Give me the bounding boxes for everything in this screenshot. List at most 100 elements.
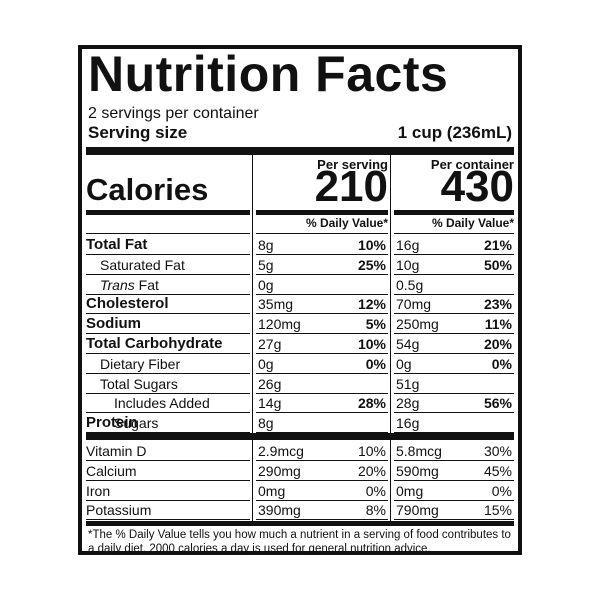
nutrient-name: Total Sugars [86,374,250,394]
daily-value: 15% [483,502,512,519]
amount-cell: 8g 10% [256,235,388,255]
nutrient-label: Total Carbohydrate [86,335,223,352]
column-header: Per serving [317,157,388,172]
amount-cell: 0mg 0% [394,481,514,501]
thick-rule [86,210,250,215]
thick-rule [86,521,514,527]
amount: 0mg [396,482,424,499]
daily-value: 30% [483,443,512,459]
nutrient-name: Trans Fat [86,275,250,295]
amount-cell: 250mg 11% [394,314,514,335]
amount: 27g [258,336,282,352]
amount-cell: 120mg 5% [256,314,388,335]
rule [256,233,388,234]
vline [390,155,391,525]
daily-value: 56% [483,395,512,412]
amount-cell: 0g [256,275,388,295]
daily-value: 8% [365,502,386,519]
amount: 35mg [258,296,294,313]
nutrient-name: Total Fat [86,235,250,255]
amount: 8g [258,237,274,253]
amount-cell: 0g 0% [394,354,514,374]
nutrient-label: Includes Added Sugars [114,395,210,432]
nutrient-label: Total Sugars [100,375,178,392]
amount: 51g [396,375,420,392]
nutrient-name: Cholesterol [86,294,250,315]
nutrient-name: Iron [86,481,250,501]
amount-cell: 26g [256,374,388,394]
amount-cell: 5.8mcg 30% [394,441,514,461]
daily-value: 20% [483,336,512,352]
nutrient-name: Includes Added Sugars [86,393,250,431]
amount: 2.9mcg [258,443,304,459]
amount: 10g [396,256,420,273]
daily-value: 25% [357,256,386,273]
daily-value: 5% [365,316,386,333]
amount: 0g [396,355,412,372]
daily-value: 10% [357,237,386,253]
nutrient-label: Vitamin D [86,443,147,459]
amount: 0g [258,276,274,293]
amount-cell: 70mg 23% [394,294,514,315]
dv-header: % Daily Value* [431,216,514,230]
nutrient-name: Saturated Fat [86,255,250,275]
amount-cell: 0mg 0% [256,481,388,501]
footnote: *The % Daily Value tells you how much a … [88,529,511,556]
amount: 790mg [396,502,439,519]
amount: 8g [258,415,274,432]
nutrient-name: Potassium [86,500,250,521]
calories-value: 430 [440,162,514,211]
amount-cell: 290mg 20% [256,461,388,481]
serving-size-label: Serving size [88,123,188,142]
daily-value: 23% [483,296,512,313]
amount: 290mg [258,462,301,479]
calories-label: Calories [86,172,209,207]
rule [394,233,514,234]
amount-cell: 10g 50% [394,255,514,275]
amount-cell: 390mg 8% [256,500,388,521]
amount: 16g [396,237,420,253]
nutrient-name: Dietary Fiber [86,354,250,374]
amount: 54g [396,336,420,352]
vline [252,155,253,525]
amount-cell: 14g 28% [256,393,388,414]
amount: 70mg [396,296,432,313]
daily-value: 10% [357,443,386,459]
nutrient-label: Calcium [86,462,137,479]
dv-header: % Daily Value* [305,216,388,230]
amount-cell: 0g 0% [256,354,388,374]
amount-cell: 2.9mcg 10% [256,441,388,461]
daily-value: 12% [357,296,386,313]
amount: 590mg [396,462,439,479]
nutrient-label: Sodium [86,315,141,333]
nutrient-name: Vitamin D [86,441,250,461]
nutrient-label: Dietary Fiber [100,355,181,372]
amount: 5g [258,256,274,273]
amount: 0g [258,355,274,372]
thick-rule [394,210,514,215]
daily-value: 45% [483,462,512,479]
daily-value: 0% [491,355,512,372]
nutrient-name: Sodium [86,314,250,335]
amount-cell: 0.5g [394,275,514,295]
daily-value: 0% [365,482,386,499]
amount: 14g [258,395,282,412]
amount: 0.5g [396,276,424,293]
amount-cell: 35mg 12% [256,294,388,315]
amount-cell: 590mg 45% [394,461,514,481]
column-header: Per container [430,157,514,172]
amount-cell: 51g [394,374,514,394]
nutrient-name-italic: Trans [100,276,135,293]
amount: 120mg [258,316,301,333]
amount-cell: 28g 56% [394,393,514,414]
amount: 250mg [396,316,439,333]
nutrient-name: Total Carbohydrate [86,334,250,354]
nutrient-label: Fat [138,276,159,293]
nutrient-name: Protein [86,413,250,434]
nutrient-label: Saturated Fat [100,256,185,273]
amount: 390mg [258,502,301,519]
title: Nutrition Facts [88,46,449,102]
nutrient-label: Cholesterol [86,295,169,313]
serving-size: 1 cup (236mL) [397,123,512,142]
daily-value: 28% [357,395,386,412]
